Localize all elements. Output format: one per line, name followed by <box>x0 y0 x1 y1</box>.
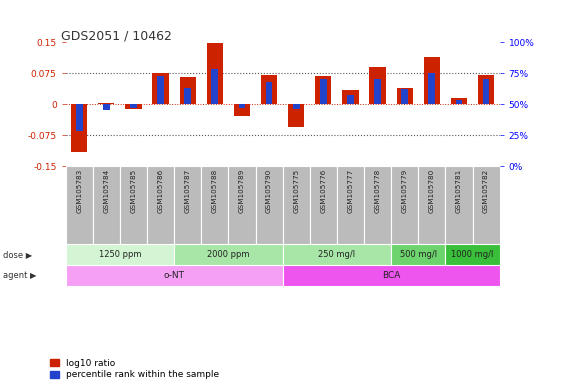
Text: GSM105778: GSM105778 <box>375 169 381 213</box>
Text: 1250 ppm: 1250 ppm <box>99 250 141 259</box>
Text: GSM105782: GSM105782 <box>483 169 489 213</box>
Bar <box>66 166 93 243</box>
Bar <box>293 104 300 109</box>
Bar <box>473 166 500 243</box>
Bar <box>130 104 137 108</box>
Text: GSM105775: GSM105775 <box>293 169 299 213</box>
Bar <box>66 265 283 286</box>
Bar <box>66 243 174 265</box>
Text: GSM105785: GSM105785 <box>130 169 136 213</box>
Text: agent ▶: agent ▶ <box>3 271 37 280</box>
Bar <box>120 166 147 243</box>
Bar <box>478 75 494 104</box>
Bar <box>283 243 391 265</box>
Text: GSM105777: GSM105777 <box>347 169 353 213</box>
Text: GSM105786: GSM105786 <box>158 169 164 213</box>
Text: GSM105776: GSM105776 <box>320 169 327 213</box>
Bar <box>347 96 354 104</box>
Bar <box>445 166 473 243</box>
Bar <box>374 79 381 104</box>
Bar <box>103 104 110 110</box>
Bar <box>315 76 331 104</box>
Bar <box>445 243 500 265</box>
Bar <box>337 166 364 243</box>
Bar <box>179 77 196 104</box>
Text: o-NT: o-NT <box>164 271 184 280</box>
Bar <box>283 265 500 286</box>
Bar <box>418 166 445 243</box>
Bar <box>369 67 386 104</box>
Bar <box>211 70 218 104</box>
Bar <box>174 243 283 265</box>
Bar <box>93 166 120 243</box>
Bar <box>342 90 359 104</box>
Bar <box>309 166 337 243</box>
Text: dose: dose <box>0 383 1 384</box>
Bar <box>456 101 463 104</box>
Text: agent: agent <box>0 383 1 384</box>
Bar <box>207 43 223 104</box>
Bar <box>391 243 445 265</box>
Bar <box>482 79 489 104</box>
Text: GSM105779: GSM105779 <box>401 169 408 213</box>
Bar <box>152 73 169 104</box>
Bar <box>184 88 191 104</box>
Bar <box>239 104 246 108</box>
Text: GSM105780: GSM105780 <box>429 169 435 213</box>
Text: GSM105783: GSM105783 <box>76 169 82 213</box>
Bar <box>157 76 164 104</box>
Bar <box>428 73 435 104</box>
Bar <box>288 104 304 127</box>
Text: GSM105788: GSM105788 <box>212 169 218 213</box>
Bar <box>98 103 114 104</box>
Text: BCA: BCA <box>382 271 400 280</box>
Bar <box>320 79 327 104</box>
Bar <box>126 104 142 109</box>
Bar <box>202 166 228 243</box>
Bar <box>174 166 202 243</box>
Text: GDS2051 / 10462: GDS2051 / 10462 <box>61 29 172 42</box>
Text: 1000 mg/l: 1000 mg/l <box>451 250 494 259</box>
Bar <box>76 104 83 131</box>
Bar <box>424 57 440 104</box>
Text: 2000 ppm: 2000 ppm <box>207 250 250 259</box>
Text: GSM105784: GSM105784 <box>103 169 110 213</box>
Text: dose ▶: dose ▶ <box>3 250 32 259</box>
Text: GSM105787: GSM105787 <box>184 169 191 213</box>
Bar <box>255 166 283 243</box>
Bar <box>364 166 391 243</box>
Bar <box>71 104 87 152</box>
Text: GSM105781: GSM105781 <box>456 169 462 213</box>
Text: 250 mg/l: 250 mg/l <box>318 250 356 259</box>
Legend: log10 ratio, percentile rank within the sample: log10 ratio, percentile rank within the … <box>50 359 220 379</box>
Bar <box>401 89 408 104</box>
Bar <box>451 98 467 104</box>
Bar <box>234 104 250 116</box>
Bar <box>396 88 413 104</box>
Text: 500 mg/l: 500 mg/l <box>400 250 437 259</box>
Bar <box>283 166 309 243</box>
Text: GSM105790: GSM105790 <box>266 169 272 213</box>
Text: GSM105789: GSM105789 <box>239 169 245 213</box>
Bar <box>228 166 255 243</box>
Bar <box>147 166 174 243</box>
Bar <box>261 75 278 104</box>
Bar <box>266 82 272 104</box>
Bar <box>391 166 418 243</box>
